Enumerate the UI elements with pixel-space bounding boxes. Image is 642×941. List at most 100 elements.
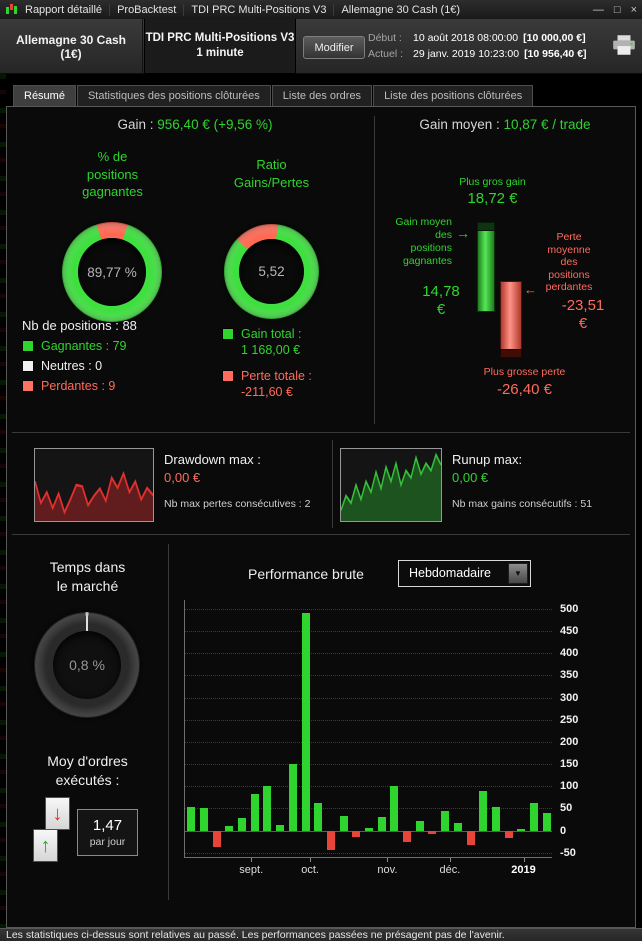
gridline (185, 608, 552, 610)
drawdown-line (35, 470, 153, 515)
tab-resume[interactable]: Résumé (13, 85, 76, 106)
perf-bar (441, 810, 450, 831)
perf-bar (352, 830, 361, 837)
gain-total-label: Gain total : (241, 327, 302, 341)
perf-bar (288, 764, 297, 831)
gain-label: Gain : (117, 117, 154, 132)
runup-value: 0,00 € (452, 470, 489, 485)
time-in-market-title: Temps dans le marché (49, 559, 126, 594)
gridline (185, 653, 552, 655)
chevron-down-icon: ▼ (514, 569, 522, 578)
gridline (185, 852, 552, 854)
y-axis-tick: 350 (560, 669, 579, 682)
title-segment: TDI PRC Multi-Positions V3 (183, 3, 333, 16)
print-button[interactable] (611, 34, 637, 58)
perf-bar (529, 803, 538, 831)
instrument-name: Allemagne 30 Cash (1€) (0, 19, 143, 74)
winrate-donut: 89,77 % (62, 222, 162, 322)
perf-bar (428, 830, 437, 835)
system-box: TDI PRC Multi-Positions V3 1 minute (144, 19, 296, 74)
orders-per-day-value: 1,47 (92, 817, 123, 834)
drawdown-sub: Nb max pertes consécutives : 2 (164, 498, 311, 510)
y-axis: 500 450 400 350 300 250 200 150 100 50 0 -50 (556, 600, 596, 859)
y-axis-tick: 200 (560, 735, 579, 748)
tab-bar: Résumé Statistiques des positions clôtur… (13, 85, 534, 106)
divider (12, 534, 630, 535)
avg-loss-value: -23,51 € (561, 297, 605, 332)
runup-fill (341, 454, 441, 521)
maximize-button[interactable]: □ (613, 3, 621, 16)
runup-sparkline (340, 448, 442, 522)
runup-sub: Nb max gains consécutifs : 51 (452, 498, 593, 510)
perf-bar (403, 830, 412, 842)
perf-bar (517, 828, 526, 831)
date-range: Début : 10 août 2018 08:00:00 [10 000,00… (368, 30, 608, 62)
legend-losers: Perdantes : 9 (22, 379, 115, 393)
tab-closed-positions[interactable]: Liste des positions clôturées (373, 85, 534, 106)
biggest-loss-value: -26,40 € (496, 381, 553, 398)
y-axis-tick: 500 (560, 602, 579, 615)
gridline (185, 764, 552, 766)
dropdown-button[interactable]: ▼ (508, 563, 528, 584)
pointer-right-icon: → (456, 225, 470, 241)
x-axis-label: sept. (239, 864, 264, 876)
perf-bar (466, 830, 475, 845)
y-axis-tick: 400 (560, 647, 579, 660)
perf-bar (415, 820, 424, 831)
period-dropdown[interactable]: Hebdomadaire ▼ (398, 560, 531, 587)
perf-bar (365, 827, 373, 831)
perf-bar (301, 613, 310, 831)
gridline (185, 741, 552, 743)
winrate-title: % de positions gagnantes (82, 149, 143, 199)
ratio-donut: 5,52 (224, 224, 319, 319)
modify-button[interactable]: Modifier (303, 36, 365, 59)
winrate-donut-value: 89,77 % (78, 238, 146, 306)
performance-plot: sept. oct. nov. déc. 2019 (184, 600, 552, 876)
background-window-strip (0, 74, 6, 928)
minimize-button[interactable]: — (592, 3, 604, 16)
divider (12, 432, 630, 433)
x-axis-label: déc. (439, 864, 461, 876)
y-axis-tick: -50 (560, 846, 576, 859)
timeframe-label: 1 minute (196, 47, 244, 59)
gain-value: 956,40 € (+9,56 %) (157, 117, 273, 132)
tab-orders-list[interactable]: Liste des ordres (271, 85, 373, 106)
pointer-left-icon: ← (524, 282, 537, 297)
perf-bar (314, 803, 323, 831)
gridline (185, 697, 552, 699)
perf-bar (479, 790, 488, 831)
positions-count: Nb de positions : 88 (22, 318, 137, 333)
title-bar[interactable]: Rapport détaillé ProBacktest TDI PRC Mul… (0, 0, 642, 19)
perf-bar (200, 808, 209, 831)
drawdown-sparkline (34, 448, 154, 522)
x-axis-tick (523, 858, 525, 862)
status-bar: Les statistiques ci-dessus sont relative… (0, 928, 642, 941)
close-button[interactable]: × (630, 3, 637, 16)
gridline (185, 631, 552, 633)
printer-icon (613, 35, 635, 55)
ratio-donut-value: 5,52 (239, 239, 304, 304)
biggest-gain-label: Plus gros gain (459, 176, 526, 188)
orders-per-day-box: 1,47 par jour (77, 809, 138, 856)
legend-label: Perdantes : 9 (41, 379, 116, 393)
time-in-market-value: 0,8 % (53, 631, 121, 699)
y-axis-tick: 250 (560, 713, 579, 726)
legend-label: Neutres : 0 (41, 359, 103, 373)
avg-gain-headline: Gain moyen : 10,87 € / trade (380, 117, 630, 132)
perf-bar (250, 794, 259, 831)
runup-line (341, 452, 441, 511)
tab-stats-positions[interactable]: Statistiques des positions clôturées (76, 85, 271, 106)
perf-bar (238, 818, 247, 831)
period-selected: Hebdomadaire (409, 566, 491, 580)
gain-headline: Gain : 956,40 € (+9,56 %) (40, 117, 350, 132)
x-axis-tick (387, 858, 389, 862)
avg-loss-bar (500, 281, 522, 358)
perf-bar (390, 786, 399, 831)
perf-bar (542, 812, 551, 831)
down-arrow-icon: ↓ (52, 802, 63, 825)
up-arrow-icon: ↑ (40, 834, 51, 857)
perf-bar (225, 826, 234, 831)
title-segment: Allemagne 30 Cash (1€) (333, 3, 467, 16)
perf-bar (326, 830, 335, 851)
